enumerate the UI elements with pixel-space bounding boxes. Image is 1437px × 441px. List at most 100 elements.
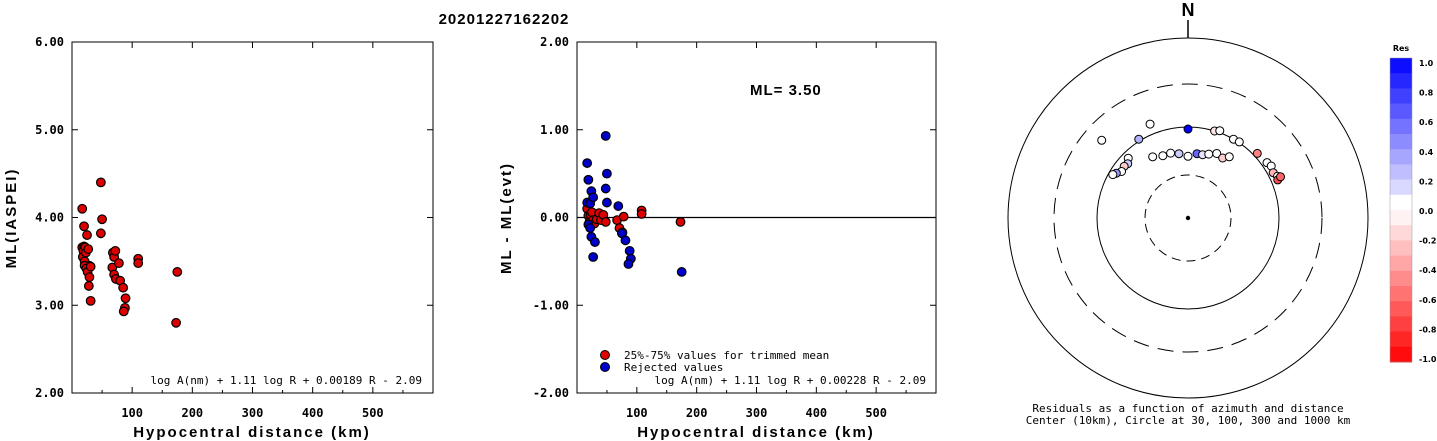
p2-point-s1 xyxy=(590,237,600,247)
p2-point-s0 xyxy=(636,209,647,219)
azimuth-points xyxy=(1097,119,1286,185)
p2-xtick-label: 100 xyxy=(626,406,648,420)
p2-point-s0 xyxy=(600,216,611,227)
p1-point-s0 xyxy=(95,228,106,239)
p2-xtick-label: 400 xyxy=(805,406,827,420)
colorbar-cell xyxy=(1390,164,1412,181)
p1-point-s0 xyxy=(172,267,183,277)
colorbar-cell xyxy=(1390,179,1412,196)
p1-point-s0 xyxy=(83,244,94,254)
azimuth-point xyxy=(1215,126,1225,136)
azimuth-point xyxy=(1276,172,1286,182)
colorbar-cell xyxy=(1390,73,1412,89)
p2-point-s1 xyxy=(600,130,611,141)
p1-ytick-label: 6.00 xyxy=(35,35,64,49)
azimuth-point xyxy=(1252,148,1262,158)
p1-point-s0 xyxy=(83,281,94,291)
points-1 xyxy=(77,177,183,328)
p2-point-s1 xyxy=(582,158,593,168)
p2-point-s1 xyxy=(602,168,612,179)
azimuth-point xyxy=(1158,151,1168,161)
p2-ytick-label: 0.00 xyxy=(540,211,569,225)
legend-label-rejected: Rejected values xyxy=(624,361,723,374)
p2-point-s1 xyxy=(602,197,612,208)
azimuth-point xyxy=(1183,151,1193,161)
p2-point-s1 xyxy=(613,201,624,211)
p2-point-s1 xyxy=(620,235,631,246)
p1-point-s0 xyxy=(77,203,88,214)
p1-xtick-label: 200 xyxy=(181,406,203,420)
p1-point-s0 xyxy=(85,261,96,272)
azimuth-point xyxy=(1183,124,1193,134)
colorbar-cell xyxy=(1390,88,1412,105)
p2-ytick-label: 1.00 xyxy=(540,123,569,137)
azimuth-point xyxy=(1108,170,1118,180)
epicenter-marker xyxy=(1185,215,1191,221)
p2-ytick-label: -2.00 xyxy=(533,386,569,400)
p1-xtick-label: 100 xyxy=(121,406,143,420)
p2-point-s1 xyxy=(585,223,596,233)
p2-point-s1 xyxy=(600,183,611,194)
azimuth-point xyxy=(1166,148,1176,158)
colorbar-tick-label: 0.6 xyxy=(1419,118,1434,127)
azimuth-point xyxy=(1145,119,1155,129)
panel-residual-vs-distance: -2.00 -1.00 0.00 1.00 2.00 100 200 300 400 500 M… xyxy=(498,35,937,441)
panel-ml-vs-distance: 2.00 3.00 4.00 5.00 6.00 100 200 300 400 500 ML(… xyxy=(3,35,434,441)
plot-frame-1 xyxy=(71,41,434,394)
p1-ytick-label: 3.00 xyxy=(35,298,64,312)
ring-1000km xyxy=(1007,37,1369,399)
caption-line-1: Residuals as a function of azimuth and d… xyxy=(1032,402,1343,415)
y-ticks-2: -2.00 -1.00 0.00 1.00 2.00 xyxy=(533,35,936,400)
colorbar-tick-label: 0.0 xyxy=(1419,207,1434,216)
p2-point-s0 xyxy=(618,211,629,222)
y-axis-label-2: ML - ML(evt) xyxy=(498,162,515,274)
colorbar-tick-label: 0.4 xyxy=(1419,148,1434,157)
azimuth-point xyxy=(1224,152,1234,162)
colorbar-cell xyxy=(1390,316,1412,333)
colorbar-cell xyxy=(1390,149,1412,165)
p2-point-s0 xyxy=(675,216,686,227)
azimuth-point xyxy=(1134,134,1144,144)
p2-point-s1 xyxy=(624,245,635,256)
colorbar-cell xyxy=(1390,58,1412,74)
legend-label-trimmed: 25%-75% values for trimmed mean xyxy=(624,349,829,362)
p2-point-s1 xyxy=(623,259,634,269)
colorbar-title: Res xyxy=(1393,44,1410,53)
colorbar-cell xyxy=(1390,210,1412,226)
p1-xtick-label: 500 xyxy=(362,406,384,420)
legend-swatch-rejected xyxy=(600,362,610,372)
legend-2: 25%-75% values for trimmed mean Rejected… xyxy=(600,349,829,374)
p2-point-s1 xyxy=(583,174,594,185)
azimuth-point xyxy=(1234,137,1244,147)
caption-line-2: Center (10km), Circle at 30, 100, 300 an… xyxy=(1026,414,1351,427)
p2-ytick-label: -1.00 xyxy=(533,298,569,312)
ring-300km xyxy=(1053,83,1323,353)
colorbar-tick-label: 0.8 xyxy=(1419,89,1434,98)
panel-azimuth-map: N Residuals as a function of azimuth and… xyxy=(1007,0,1369,427)
y-ticks-1: 2.00 3.00 4.00 5.00 6.00 xyxy=(35,35,433,400)
colorbar-cell xyxy=(1390,194,1412,211)
azimuth-point xyxy=(1148,152,1158,162)
x-ticks-2: 100 200 300 400 500 xyxy=(606,42,907,420)
p1-point-s0 xyxy=(133,258,144,269)
colorbar-tick-label: 0.2 xyxy=(1419,177,1433,186)
colorbar-cell xyxy=(1390,255,1412,272)
azimuth-point xyxy=(1174,149,1184,159)
formula-2: log A(nm) + 1.11 log R + 0.00228 R - 2.0… xyxy=(654,374,926,387)
colorbar-cell xyxy=(1390,225,1412,241)
colorbar-cell xyxy=(1390,240,1412,257)
colorbar-tick-label: -0.2 xyxy=(1419,237,1437,246)
colorbar-ticks: 1.0 0.8 0.6 0.4 0.2 0.0 -0.2 -0.4 -0.6 -0.8 -1.0 xyxy=(1419,59,1437,364)
p1-ytick-label: 4.00 xyxy=(35,211,64,225)
p1-point-s0 xyxy=(82,230,92,240)
p2-xtick-label: 300 xyxy=(746,406,768,420)
colorbar: Res 1.0 0.8 0.6 0.4 0.2 0.0 -0.2 -0.4 -0.6 -0.8 -1… xyxy=(1389,44,1437,364)
p1-point-s0 xyxy=(97,214,107,225)
colorbar-tick-label: 1.0 xyxy=(1419,59,1434,68)
formula-1: log A(nm) + 1.11 log R + 0.00189 R - 2.0… xyxy=(150,374,422,387)
p1-xtick-label: 300 xyxy=(242,406,264,420)
p2-xtick-label: 200 xyxy=(686,406,708,420)
points-2 xyxy=(582,130,687,277)
azimuth-point xyxy=(1097,135,1107,145)
